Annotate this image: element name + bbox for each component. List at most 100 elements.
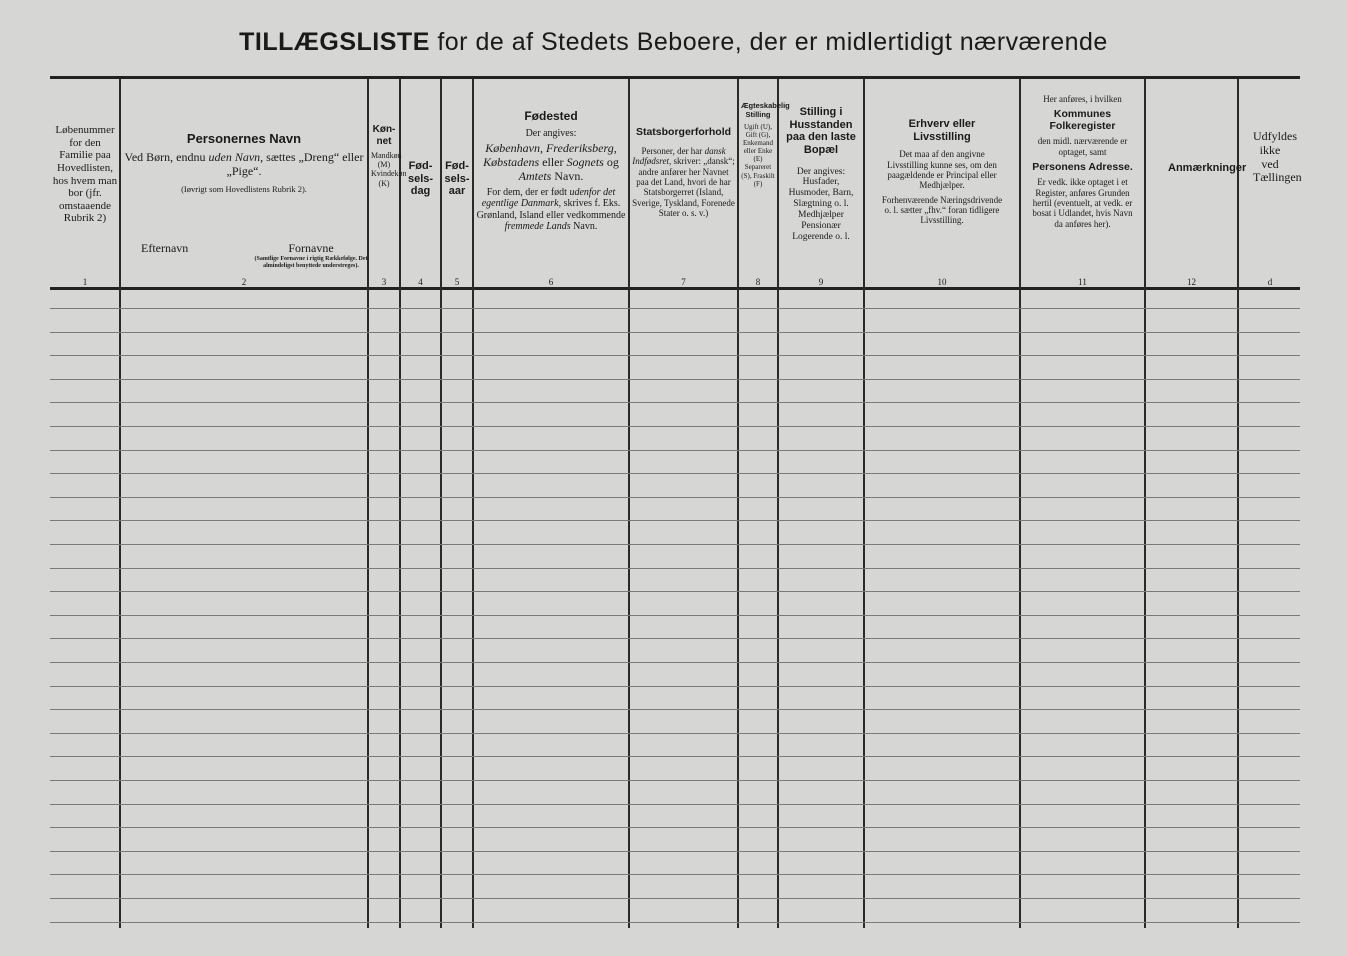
- row-line: [50, 378, 1300, 380]
- col-text: og: [606, 155, 619, 170]
- col-text: Mandkøn (M) Kvindekøn (K): [371, 151, 407, 188]
- row-line: [50, 402, 1300, 404]
- row-line: [50, 308, 1300, 309]
- col-number: 9: [818, 276, 824, 287]
- col-note: (Samtlige Fornavne i rigtig Rækkefølge. …: [254, 255, 368, 269]
- column-divider: [777, 78, 779, 928]
- col-heading: Kommunes Folkeregister: [1049, 108, 1116, 133]
- col-text: Løbenummer for den Familie paa Hovedlist…: [52, 123, 118, 225]
- col-text: Er vedk. ikke optaget i et Register, anf…: [1032, 177, 1133, 229]
- row-line: [50, 803, 1300, 805]
- col-number: 4: [418, 276, 423, 287]
- column-divider: [628, 78, 630, 928]
- col-text: Her anføres, i hvilken: [1043, 94, 1122, 104]
- row-line: [50, 614, 1300, 616]
- col-number: 2: [241, 276, 247, 287]
- col-text: For dem, der er født: [486, 186, 567, 198]
- col-heading: Statsborgerforhold: [635, 126, 732, 138]
- col-text: Ved Børn, endnu: [124, 149, 206, 164]
- subheading-fornavne: Fornavne: [288, 241, 334, 255]
- column-divider: [1144, 78, 1146, 928]
- row-line: [50, 567, 1300, 569]
- row-line: [50, 685, 1300, 687]
- col-text: den midl. nærværende er optaget, samt: [1037, 136, 1128, 157]
- header-col-5: Fød-sels-aar 5: [442, 82, 472, 287]
- col-text: Ugift (U), Gift (G), Enkemand eller Enke…: [741, 123, 775, 188]
- col-text: Amtets: [518, 168, 552, 183]
- col-text: Det maa af den angivne Livsstilling kunn…: [887, 149, 997, 191]
- row-line: [50, 426, 1300, 427]
- col-heading: Fød-sels-dag: [407, 160, 434, 198]
- col-text: udenfor det egentlige Danmark,: [481, 186, 616, 210]
- col-text: Udfyldes ikke ved Tællingen: [1253, 129, 1302, 185]
- column-divider: [440, 78, 442, 928]
- column-divider: [737, 78, 739, 928]
- header-col-7: Statsborgerforhold Personer, der har dan…: [630, 82, 737, 287]
- col-heading: Personernes Navn: [186, 131, 302, 146]
- col-text: København, Frederiksberg, Købstadens: [483, 141, 617, 170]
- col-number: 8: [755, 276, 761, 287]
- col-heading: Køn-net: [372, 124, 396, 147]
- row-line: [50, 520, 1300, 522]
- row-line: [50, 544, 1300, 545]
- row-line: [50, 780, 1300, 781]
- col-number: 10: [937, 276, 947, 287]
- column-divider: [119, 78, 121, 928]
- header-col-9: Stilling i Husstanden paa den laste Bopæ…: [779, 82, 863, 287]
- row-line: [50, 331, 1300, 333]
- form-title: TILLÆGSLISTE for de af Stedets Beboere, …: [239, 28, 1108, 56]
- header-rule: [50, 287, 1300, 290]
- col-text: Navn.: [554, 168, 584, 183]
- row-line: [50, 874, 1300, 876]
- col-text: Navn.: [573, 221, 598, 233]
- header-col-3: Køn-net Mandkøn (M) Kvindekøn (K) 3: [369, 82, 407, 287]
- col-note: (Iøvrigt som Hovedlistens Rubrik 2).: [181, 183, 307, 194]
- col-text: fremmede Lands: [504, 221, 571, 233]
- header-col-11: Her anføres, i hvilken Kommunes Folkereg…: [1021, 82, 1144, 287]
- col-number: 3: [381, 276, 387, 287]
- row-line: [50, 591, 1300, 593]
- col-text: sættes „Dreng“ eller „Pige“.: [226, 149, 364, 178]
- col-text: eller: [542, 155, 564, 170]
- column-divider: [1019, 78, 1021, 928]
- col-text: Sognets: [566, 155, 604, 170]
- col-text: Der angives:: [525, 127, 577, 139]
- row-line: [50, 850, 1300, 852]
- column-divider: [1237, 78, 1239, 928]
- col-text: Personer, der har: [641, 146, 703, 157]
- header-col-2: Personernes Navn Ved Børn, endnu uden Na…: [121, 82, 368, 287]
- header-col-10: Erhverv eller Livsstilling Det maa af de…: [865, 82, 1019, 287]
- col-number: d: [1267, 276, 1273, 287]
- col-text: uden Navn,: [208, 149, 264, 164]
- col-number: 1: [82, 276, 88, 287]
- col-number: 7: [681, 276, 686, 287]
- header-col-d: Udfyldes ikke ved Tællingen d: [1239, 82, 1302, 287]
- row-line: [50, 756, 1300, 758]
- header-col-4: Fød-sels-dag 4: [401, 82, 440, 287]
- column-divider: [399, 78, 401, 928]
- row-line: [50, 355, 1300, 357]
- col-number: 11: [1078, 276, 1087, 287]
- row-line: [50, 709, 1300, 711]
- col-number: 5: [454, 276, 460, 287]
- row-line: [50, 732, 1300, 734]
- col-heading: Erhverv eller Livsstilling: [908, 118, 976, 143]
- row-line: [50, 662, 1300, 663]
- column-divider: [367, 78, 369, 928]
- col-text: skrives f. Eks. Grønland, Island eller v…: [476, 198, 626, 221]
- top-rule: [50, 76, 1300, 79]
- col-heading: Anmærkninger: [1168, 162, 1247, 174]
- row-line: [50, 827, 1300, 829]
- col-text: dansk Indfødsret,: [632, 146, 726, 167]
- col-number: 6: [548, 276, 554, 287]
- col-text: Der angives: Husfader, Husmoder, Barn, S…: [788, 166, 854, 243]
- row-line: [50, 898, 1300, 899]
- column-divider: [863, 78, 865, 928]
- row-line: [50, 449, 1300, 451]
- row-line: [50, 921, 1300, 923]
- col-heading: Fød-sels-aar: [444, 160, 470, 198]
- col-heading: Stilling i Husstanden paa den laste Bopæ…: [786, 106, 856, 156]
- col-heading: Personens Adresse.: [1032, 161, 1133, 174]
- row-line: [50, 496, 1300, 498]
